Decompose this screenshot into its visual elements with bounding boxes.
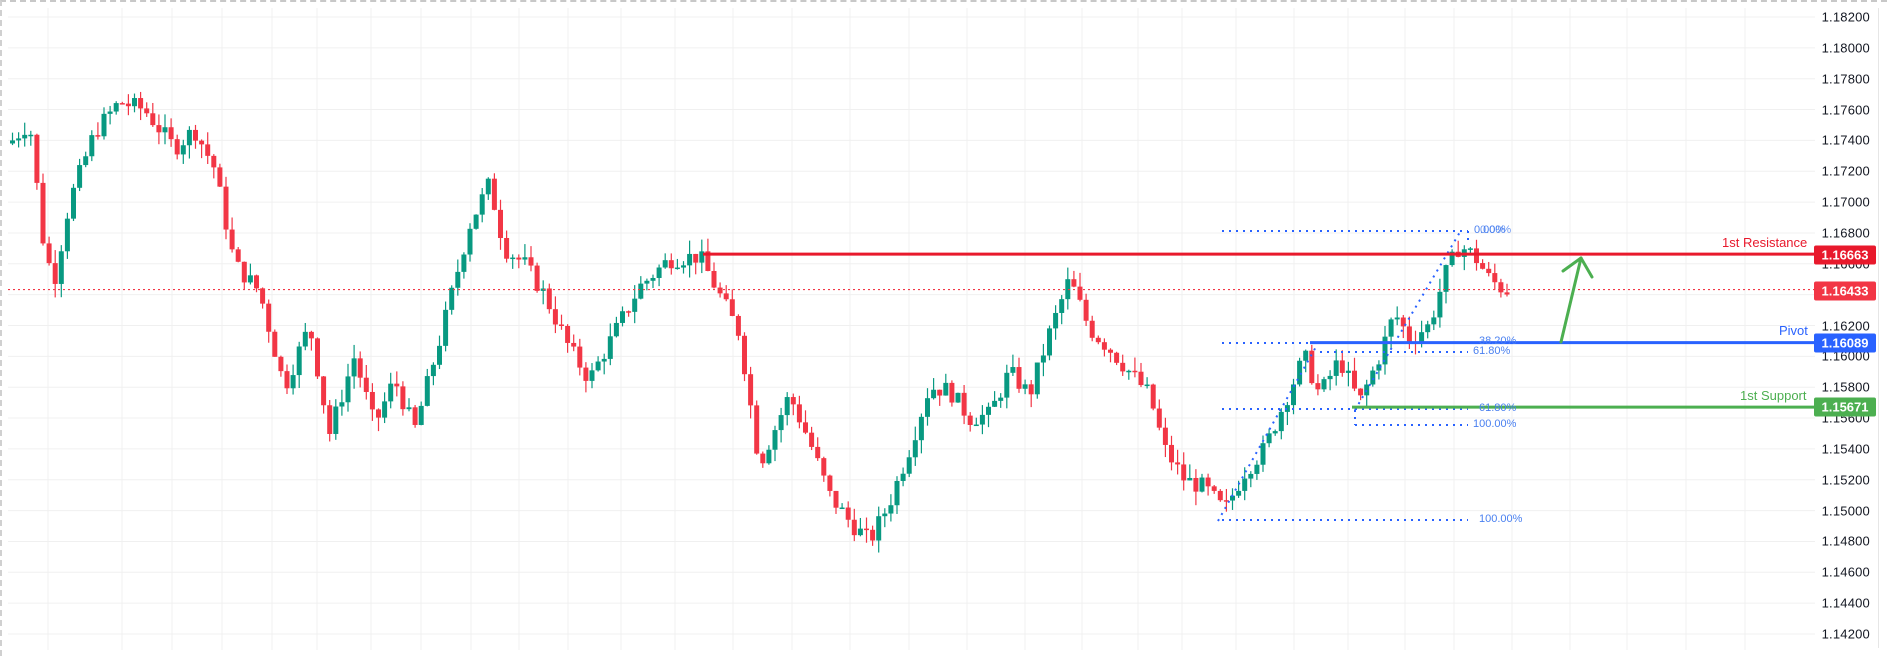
price-axis-separator: [1878, 8, 1879, 648]
fib-label-100-lower: 100.00%: [1479, 513, 1523, 525]
grid-lines: [8, 8, 1815, 650]
price-axis-label: 1.15000: [1821, 503, 1870, 519]
price-axis-label: 1.14800: [1821, 533, 1870, 549]
pivot-caption: Pivot: [1779, 323, 1808, 338]
current-price-tag: 1.16433: [1814, 281, 1876, 301]
support-resistance-lines: [8, 252, 1815, 409]
pivot-price-tag: 1.16089: [1814, 333, 1876, 353]
price-axis-label: 1.16800: [1821, 225, 1870, 241]
fib-label-61-upper: 61.80%: [1473, 345, 1511, 357]
support-caption: 1st Support: [1740, 388, 1807, 403]
price-axis-label: 1.18200: [1821, 9, 1870, 25]
candlesticks: [10, 91, 1510, 553]
price-axis-label: 1.17000: [1821, 194, 1870, 210]
price-axis-label: 1.18000: [1821, 40, 1870, 56]
resistance-caption: 1st Resistance: [1722, 235, 1808, 250]
support-price-tag: 1.15671: [1814, 397, 1876, 417]
price-axis-label: 1.14200: [1821, 626, 1870, 642]
price-axis-label: 1.16000: [1821, 348, 1870, 364]
fib-label-38: 38.20%: [1479, 335, 1517, 347]
price-axis-label: 1.17400: [1821, 132, 1870, 148]
price-axis-label: 1.14400: [1821, 595, 1870, 611]
price-axis-label: 1.17600: [1821, 102, 1870, 118]
price-axis-label: 1.16200: [1821, 318, 1870, 333]
resistance-price-tag: 1.16663: [1814, 245, 1876, 265]
fib-label-0: 0.00%: [1474, 224, 1506, 236]
price-axis-label: 1.15200: [1821, 472, 1870, 488]
price-axis-label: 1.17800: [1821, 71, 1870, 87]
fib-label-61-lower: 61.80%: [1479, 402, 1517, 414]
up-arrow-icon: [1559, 256, 1594, 344]
fib-label-0-overlap: 0.00%: [1480, 224, 1512, 236]
fib-label-100-upper: 100.00%: [1473, 418, 1517, 430]
fibonacci-retracements: [1217, 230, 1469, 522]
price-axis-label: 1.14600: [1821, 564, 1870, 580]
price-axis-label: 1.15800: [1821, 379, 1870, 395]
price-axis-label: 1.17200: [1821, 163, 1870, 179]
price-axis-label: 1.15400: [1821, 441, 1870, 457]
